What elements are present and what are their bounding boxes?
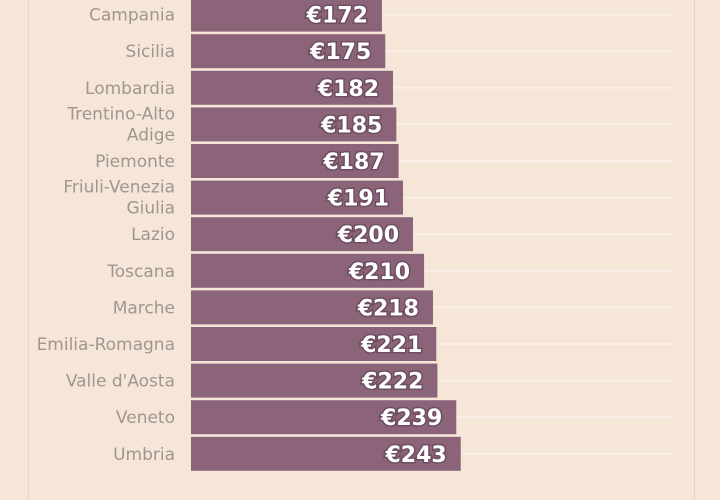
bar — [191, 253, 425, 288]
category-label: Friuli-Venezia Giulia — [63, 178, 175, 219]
category-label: Veneto — [116, 408, 175, 428]
category-labels: LiguriaCampaniaSiciliaLombardiaTrentino-… — [37, 6, 175, 465]
value-label: €218 — [357, 296, 419, 321]
category-label: Umbria — [113, 445, 175, 465]
value-label: €187 — [322, 150, 384, 175]
category-label: Lazio — [131, 225, 175, 245]
bar — [191, 363, 438, 398]
category-label: Marche — [113, 298, 175, 318]
category-label: Trentino-Alto Adige — [66, 104, 175, 145]
value-label: €239 — [380, 406, 442, 431]
bar — [191, 327, 437, 361]
bar — [191, 290, 433, 325]
bar — [191, 107, 397, 142]
category-label: Lombardia — [85, 79, 175, 99]
category-label: Toscana — [106, 262, 175, 282]
bar — [191, 180, 404, 215]
chart-panel: LiguriaCampaniaSiciliaLombardiaTrentino-… — [28, 0, 695, 500]
value-label: €175 — [309, 40, 371, 65]
value-label: €221 — [360, 333, 422, 358]
value-label: €210 — [348, 260, 410, 285]
value-label: €200 — [337, 223, 399, 248]
category-label: Campania — [89, 6, 175, 26]
value-label: €185 — [320, 113, 382, 138]
bar — [191, 217, 413, 252]
bar-chart: LiguriaCampaniaSiciliaLombardiaTrentino-… — [37, 0, 672, 471]
category-label: Sicilia — [126, 42, 175, 62]
category-label: Piemonte — [95, 152, 175, 172]
bar — [191, 436, 461, 471]
category-label: Emilia-Romagna — [37, 335, 175, 355]
category-label-line: Friuli-Venezia — [63, 178, 175, 198]
bar — [191, 70, 394, 105]
value-label: €243 — [384, 443, 446, 468]
bar — [191, 34, 386, 69]
value-label: €222 — [361, 370, 423, 395]
category-label: Valle d'Aosta — [66, 372, 175, 392]
category-label-line: Adige — [127, 125, 175, 145]
bar — [191, 144, 399, 178]
value-label: €172 — [306, 4, 368, 29]
value-label: €191 — [327, 187, 389, 212]
bar — [191, 400, 457, 435]
bar — [191, 0, 382, 32]
category-label-line: Giulia — [126, 199, 175, 219]
bars — [191, 0, 461, 471]
value-labels: €168€172€175€182€185€187€191€200€210€218… — [304, 2, 448, 469]
value-label: €182 — [317, 77, 379, 102]
category-label-line: Trentino-Alto — [66, 104, 175, 124]
